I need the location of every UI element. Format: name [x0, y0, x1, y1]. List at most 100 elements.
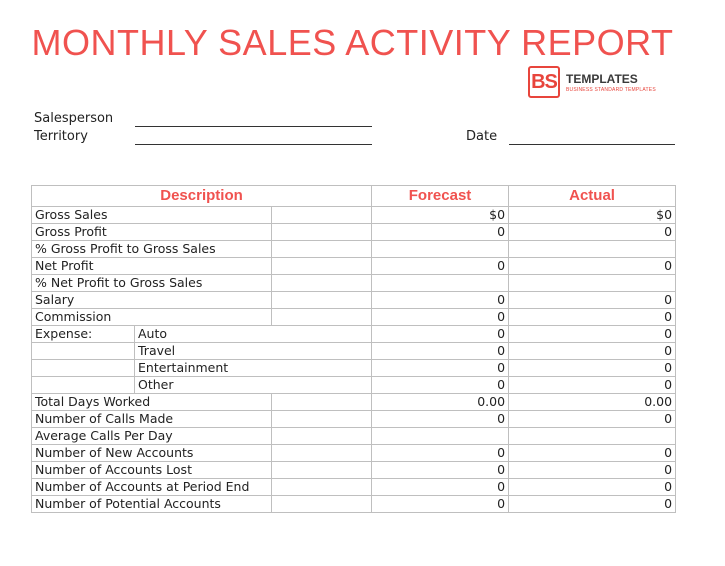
table-row: Average Calls Per Day — [31, 427, 677, 445]
row-label: Average Calls Per Day — [31, 427, 272, 445]
row-label: Gross Sales — [31, 206, 272, 224]
actual-cell: 0 — [508, 257, 677, 275]
row-label: Commission — [31, 308, 272, 326]
table-row: Gross Profit 0 0 — [31, 223, 677, 241]
forecast-cell: 0 — [371, 410, 510, 428]
table-header-row: Description Forecast Actual — [30, 185, 677, 207]
actual-cell: $0 — [508, 206, 677, 224]
table-row: Other 0 0 — [31, 376, 677, 394]
forecast-cell: 0 — [371, 359, 510, 377]
row-extra-cell — [270, 206, 373, 224]
actual-cell: 0 — [508, 325, 677, 343]
row-extra-cell — [270, 308, 373, 326]
row-label: % Gross Profit to Gross Sales — [31, 240, 272, 258]
salesperson-label: Salesperson — [34, 111, 114, 126]
actual-cell: 0 — [508, 308, 677, 326]
logo-name: TEMPLATES — [566, 72, 638, 86]
forecast-cell — [371, 274, 510, 292]
actual-cell: 0 — [508, 461, 677, 479]
forecast-cell: 0 — [371, 376, 510, 394]
row-sublabel: Entertainment — [133, 359, 373, 377]
table-row: Entertainment 0 0 — [31, 359, 677, 377]
actual-cell — [508, 427, 677, 445]
row-extra-cell — [270, 257, 373, 275]
row-extra-cell — [270, 223, 373, 241]
territory-field[interactable] — [135, 144, 372, 145]
date-label: Date — [466, 129, 498, 144]
table-row: % Gross Profit to Gross Sales — [31, 240, 677, 258]
actual-cell: 0 — [508, 478, 677, 496]
row-extra-cell — [270, 495, 373, 513]
row-label: Number of New Accounts — [31, 444, 272, 462]
row-extra-cell — [270, 240, 373, 258]
date-field[interactable] — [509, 144, 675, 145]
row-label: Net Profit — [31, 257, 272, 275]
row-label: Number of Calls Made — [31, 410, 272, 428]
row-label — [31, 376, 135, 394]
row-extra-cell — [270, 478, 373, 496]
forecast-cell: 0 — [371, 461, 510, 479]
table-row: Gross Sales $0 $0 — [31, 206, 677, 224]
row-label: Gross Profit — [31, 223, 272, 241]
actual-cell: 0 — [508, 342, 677, 360]
row-sublabel: Other — [133, 376, 373, 394]
row-label — [31, 359, 135, 377]
row-label — [31, 342, 135, 360]
row-extra-cell — [270, 291, 373, 309]
forecast-cell: 0 — [371, 478, 510, 496]
salesperson-field[interactable] — [135, 126, 372, 127]
description-header: Description — [30, 185, 373, 207]
actual-cell: 0 — [508, 291, 677, 309]
row-label: Number of Accounts Lost — [31, 461, 272, 479]
logo-tagline: BUSINESS STANDARD TEMPLATES — [566, 87, 656, 93]
row-extra-cell — [270, 444, 373, 462]
row-label: Salary — [31, 291, 272, 309]
logo-mark: BS — [528, 66, 560, 98]
actual-header: Actual — [508, 185, 677, 207]
forecast-cell: 0 — [371, 257, 510, 275]
forecast-cell: $0 — [371, 206, 510, 224]
actual-cell: 0 — [508, 376, 677, 394]
forecast-cell — [371, 240, 510, 258]
forecast-cell: 0.00 — [371, 393, 510, 411]
row-extra-cell — [270, 393, 373, 411]
row-extra-cell — [270, 274, 373, 292]
table-row: Commission 0 0 — [31, 308, 677, 326]
table-row: Number of Accounts Lost 0 0 — [31, 461, 677, 479]
table-row: Salary 0 0 — [31, 291, 677, 309]
table-row: % Net Profit to Gross Sales — [31, 274, 677, 292]
actual-cell — [508, 240, 677, 258]
row-label: Number of Potential Accounts — [31, 495, 272, 513]
forecast-cell: 0 — [371, 291, 510, 309]
actual-cell: 0 — [508, 359, 677, 377]
row-extra-cell — [270, 410, 373, 428]
table-row: Number of Accounts at Period End 0 0 — [31, 478, 677, 496]
territory-label: Territory — [34, 129, 88, 144]
row-extra-cell — [270, 461, 373, 479]
table-row: Total Days Worked 0.00 0.00 — [31, 393, 677, 411]
table-row: Number of New Accounts 0 0 — [31, 444, 677, 462]
table-row: Expense: Auto 0 0 — [31, 325, 677, 343]
forecast-cell: 0 — [371, 325, 510, 343]
row-label: Total Days Worked — [31, 393, 272, 411]
actual-cell: 0 — [508, 495, 677, 513]
table-row: Number of Potential Accounts 0 0 — [31, 495, 677, 513]
sales-activity-table: Description Forecast Actual Gross Sales $… — [30, 185, 677, 513]
table-row: Number of Calls Made 0 0 — [31, 410, 677, 428]
actual-cell — [508, 274, 677, 292]
row-label: Number of Accounts at Period End — [31, 478, 272, 496]
forecast-cell: 0 — [371, 495, 510, 513]
forecast-cell: 0 — [371, 444, 510, 462]
row-sublabel: Travel — [133, 342, 373, 360]
table-row: Travel 0 0 — [31, 342, 677, 360]
actual-cell: 0 — [508, 444, 677, 462]
table-row: Net Profit 0 0 — [31, 257, 677, 275]
row-label: Expense: — [31, 325, 135, 343]
report-title: MONTHLY SALES ACTIVITY REPORT — [31, 22, 674, 63]
forecast-cell — [371, 427, 510, 445]
forecast-cell: 0 — [371, 308, 510, 326]
actual-cell: 0 — [508, 410, 677, 428]
forecast-cell: 0 — [371, 223, 510, 241]
row-sublabel: Auto — [133, 325, 373, 343]
actual-cell: 0.00 — [508, 393, 677, 411]
